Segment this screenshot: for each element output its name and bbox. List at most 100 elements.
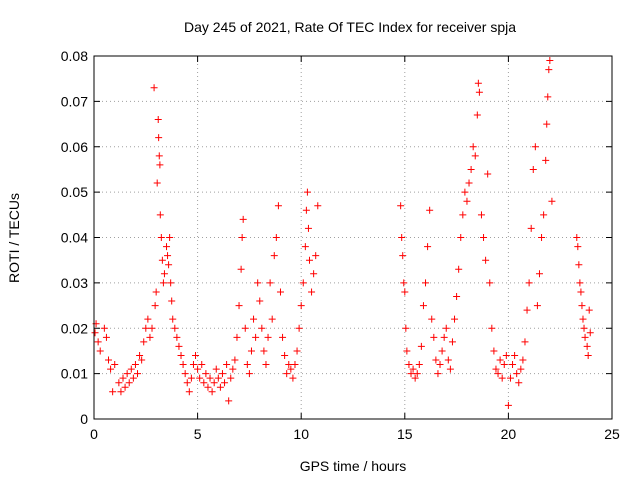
- data-point: [134, 370, 142, 378]
- data-point: [546, 57, 554, 65]
- data-point: [486, 279, 494, 287]
- data-point: [138, 356, 146, 364]
- data-point: [210, 379, 218, 387]
- data-point: [401, 288, 409, 296]
- data-point: [221, 379, 229, 387]
- data-point: [506, 374, 514, 382]
- data-point: [302, 206, 310, 214]
- x-axis-label: GPS time / hours: [300, 458, 407, 474]
- x-tick-label: 10: [293, 426, 309, 442]
- data-point: [142, 324, 150, 332]
- data-point: [179, 361, 187, 369]
- data-point: [283, 370, 291, 378]
- data-point: [146, 333, 154, 341]
- y-axis-label: ROTI / TECUs: [6, 193, 22, 283]
- data-point: [241, 324, 249, 332]
- y-tick-label: 0: [80, 411, 88, 427]
- data-point: [109, 388, 117, 396]
- y-tick-label: 0.03: [61, 275, 88, 291]
- data-point: [264, 333, 272, 341]
- data-point: [430, 333, 438, 341]
- data-point: [136, 351, 144, 359]
- data-point: [189, 361, 197, 369]
- data-point: [314, 202, 322, 210]
- data-point: [400, 279, 408, 287]
- data-point: [100, 324, 108, 332]
- data-point: [151, 302, 159, 310]
- data-point: [584, 351, 592, 359]
- data-point: [310, 270, 318, 278]
- data-point: [262, 361, 270, 369]
- data-point: [538, 234, 546, 241]
- data-point: [531, 143, 539, 151]
- x-tick-label: 0: [90, 426, 98, 442]
- y-tick-label: 0.05: [61, 184, 88, 200]
- data-point: [513, 370, 521, 378]
- data-point: [285, 361, 293, 369]
- data-point: [168, 297, 176, 305]
- data-point: [105, 356, 113, 364]
- data-point: [428, 315, 436, 323]
- data-point: [585, 306, 593, 314]
- data-point: [517, 365, 525, 373]
- data-point: [160, 270, 168, 278]
- data-point: [281, 351, 289, 359]
- data-point: [312, 252, 320, 260]
- data-point: [578, 302, 586, 310]
- data-point: [442, 324, 450, 332]
- data-point: [544, 93, 552, 101]
- data-point: [576, 279, 584, 287]
- data-point: [515, 379, 523, 387]
- data-point: [91, 329, 99, 337]
- data-point: [163, 243, 171, 251]
- data-point: [258, 324, 266, 332]
- data-point: [426, 206, 434, 214]
- data-point: [502, 351, 510, 359]
- data-point: [131, 361, 139, 369]
- data-point: [250, 315, 258, 323]
- data-point: [469, 143, 477, 151]
- data-points: [91, 57, 594, 409]
- data-point: [227, 374, 235, 382]
- x-tick-label: 5: [194, 426, 202, 442]
- data-point: [465, 179, 473, 187]
- data-point: [185, 388, 193, 396]
- data-point: [200, 379, 208, 387]
- data-point: [140, 338, 148, 346]
- data-point: [293, 347, 301, 355]
- data-point: [446, 365, 454, 373]
- data-point: [440, 333, 448, 341]
- data-point: [154, 116, 162, 124]
- x-tick-label: 15: [397, 426, 413, 442]
- data-point: [276, 288, 284, 296]
- data-point: [225, 397, 233, 405]
- data-point: [173, 333, 181, 341]
- data-point: [123, 370, 131, 378]
- data-point: [165, 261, 173, 269]
- data-point: [129, 374, 137, 382]
- data-point: [117, 388, 125, 396]
- data-point: [303, 188, 311, 196]
- data-point: [405, 361, 413, 369]
- data-point: [206, 374, 214, 382]
- data-point: [115, 379, 123, 387]
- data-point: [573, 234, 581, 241]
- data-point: [492, 365, 500, 373]
- data-point: [480, 234, 488, 241]
- data-point: [272, 234, 280, 241]
- data-point: [535, 270, 543, 278]
- data-point: [289, 374, 297, 382]
- data-point: [397, 202, 405, 210]
- data-point: [457, 234, 465, 241]
- data-point: [448, 338, 456, 346]
- data-point: [102, 333, 110, 341]
- y-tick-label: 0.01: [61, 366, 88, 382]
- data-point: [121, 383, 129, 391]
- data-point: [490, 347, 498, 355]
- data-point: [511, 351, 519, 359]
- data-point: [577, 288, 585, 296]
- data-point: [498, 374, 506, 382]
- data-point: [398, 234, 406, 241]
- data-point: [409, 365, 417, 373]
